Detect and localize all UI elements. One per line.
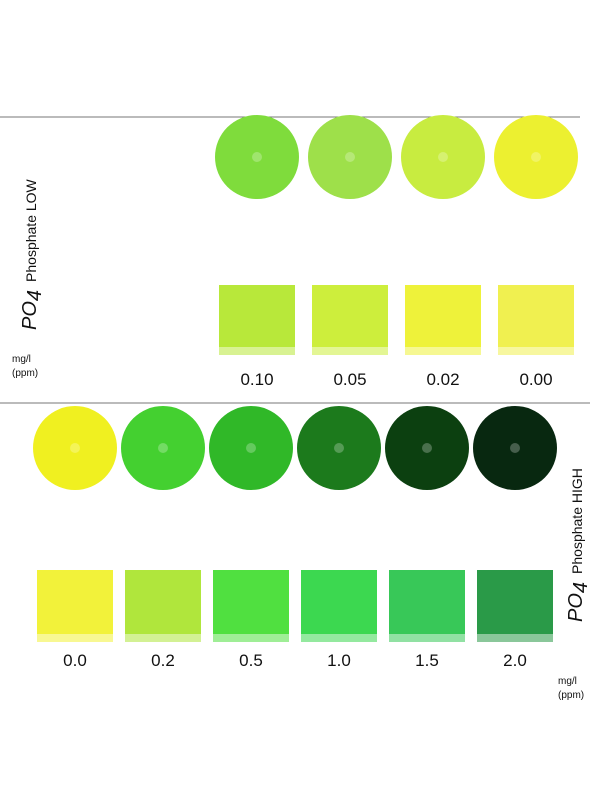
formula: PO xyxy=(19,301,41,330)
disc-center xyxy=(70,443,80,453)
vial-base xyxy=(125,634,201,642)
level-label: 0.02 xyxy=(426,370,459,389)
level-label: 0.2 xyxy=(151,651,175,670)
vial-base xyxy=(213,634,289,642)
level-label: 0.5 xyxy=(239,651,263,670)
unit: mg/l xyxy=(558,676,577,687)
vial xyxy=(312,285,388,355)
level-label: 1.0 xyxy=(327,651,351,670)
test-disc xyxy=(209,406,293,490)
level-label: 0.05 xyxy=(333,370,366,389)
test-disc xyxy=(297,406,381,490)
disc-center xyxy=(422,443,432,453)
vial-base xyxy=(301,634,377,642)
disc-center xyxy=(438,152,448,162)
vial-base xyxy=(219,347,295,355)
test-disc xyxy=(308,115,392,199)
level-label: 1.5 xyxy=(415,651,439,670)
level-label: 0.10 xyxy=(240,370,273,389)
vial-base xyxy=(498,347,574,355)
test-disc xyxy=(494,115,578,199)
vial xyxy=(389,570,465,642)
vial xyxy=(498,285,574,355)
section-title: PO4 Phosphate LOW xyxy=(19,178,46,330)
disc-center xyxy=(510,443,520,453)
vial-base xyxy=(389,634,465,642)
test-disc xyxy=(473,406,557,490)
vial xyxy=(405,285,481,355)
disc-center xyxy=(246,443,256,453)
vial-base xyxy=(405,347,481,355)
vial-base xyxy=(312,347,388,355)
disc-center xyxy=(345,152,355,162)
unit-note: (ppm) xyxy=(12,368,38,379)
vial-base xyxy=(477,634,553,642)
vial xyxy=(213,570,289,642)
section-name: Phosphate LOW xyxy=(23,178,39,282)
disc-center xyxy=(531,152,541,162)
vial-base xyxy=(37,634,113,642)
disc-center xyxy=(334,443,344,453)
test-disc xyxy=(385,406,469,490)
disc-center xyxy=(158,443,168,453)
section-name: Phosphate HIGH xyxy=(569,468,585,574)
level-label: 0.00 xyxy=(519,370,552,389)
test-disc xyxy=(215,115,299,199)
vial xyxy=(477,570,553,642)
test-disc xyxy=(401,115,485,199)
test-disc xyxy=(121,406,205,490)
level-label: 0.0 xyxy=(63,651,87,670)
vial xyxy=(219,285,295,355)
vial xyxy=(125,570,201,642)
unit: mg/l xyxy=(12,354,31,365)
subscript: 4 xyxy=(570,582,592,593)
vial xyxy=(301,570,377,642)
level-label: 2.0 xyxy=(503,651,527,670)
formula: PO xyxy=(565,593,587,622)
disc-center xyxy=(252,152,262,162)
section-title: PO4 Phosphate HIGH xyxy=(565,468,592,622)
vial xyxy=(37,570,113,642)
test-disc xyxy=(33,406,117,490)
subscript: 4 xyxy=(24,290,46,301)
unit-note: (ppm) xyxy=(558,690,584,701)
